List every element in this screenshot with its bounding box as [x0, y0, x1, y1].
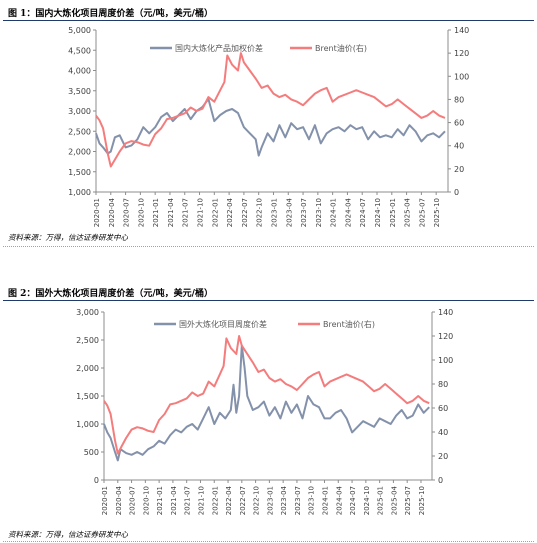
x-axis-tick-label: 2021-01 [152, 198, 160, 227]
x-axis-tick-label: 2023-04 [285, 197, 293, 227]
x-axis-tick-label: 2022-04 [225, 485, 233, 515]
x-axis-tick-label: 2022-10 [256, 198, 264, 227]
spread-series-line [95, 97, 446, 157]
right-axis-tick-label: 40 [454, 142, 464, 151]
figure-2-title: 图 2：国外大炼化项目周度价差（元/吨，美元/桶） [8, 289, 213, 299]
brent-series-line [103, 335, 430, 455]
x-axis-tick-label: 2021-07 [182, 198, 190, 227]
x-axis-tick-label: 2022-10 [253, 486, 261, 515]
legend-brent-label: Brent油价(右) [323, 319, 375, 329]
x-axis-tick-label: 2020-10 [137, 198, 145, 227]
chart-1: 1,000 1,500 2,000 2,500 3,000 3,500 4,000 4,500… [68, 26, 469, 227]
figure-2-title-rule [3, 300, 534, 301]
x-axis-tick-label: 2023-07 [300, 198, 308, 227]
x-axis-tick-label: 2021-07 [184, 486, 192, 515]
figure-2-source: 资料来源：万得，信达证券研发中心 [8, 530, 128, 539]
left-axis-tick-label: 2,500 [68, 127, 91, 136]
x-axis-tick-label: 2023-04 [280, 485, 288, 515]
x-axis-tick-label: 2020-04 [108, 197, 116, 227]
chart-2: 0 500 1,000 1,500 2,000 2,500 3,000 0 20 40 60 80 10… [76, 308, 453, 515]
x-axis-tick-label: 2020-01 [101, 486, 109, 515]
x-axis-tick-label: 2024-10 [374, 198, 382, 227]
right-axis-tick-label: 20 [454, 165, 464, 174]
right-axis-tick-label: 60 [438, 404, 448, 413]
right-axis-tick-label: 100 [454, 72, 469, 81]
right-axis-tick-label: 0 [454, 188, 459, 197]
figure-1-source-rule [3, 246, 534, 247]
legend-spread-label: 国内大炼化产品加权价差 [175, 43, 263, 53]
x-axis-tick-label: 2022-04 [226, 197, 234, 227]
left-axis-tick-label: 2,000 [76, 364, 99, 373]
x-axis-tick-label: 2025-01 [389, 198, 397, 227]
x-axis-tick-label: 2024-01 [330, 198, 338, 227]
left-axis-tick-label: 500 [84, 448, 99, 457]
x-axis-tick-label: 2022-07 [239, 486, 247, 515]
x-axis-tick-label: 2025-10 [433, 198, 441, 227]
right-axis-tick-label: 140 [438, 308, 453, 317]
right-axis-tick-label: 60 [454, 119, 464, 128]
x-axis-tick-label: 2024-01 [322, 486, 330, 515]
right-axis-tick-label: 80 [454, 95, 464, 104]
x-axis-tick-label: 2021-10 [197, 198, 205, 227]
left-axis-tick-label: 5,000 [68, 26, 91, 35]
x-axis-tick-label: 2020-01 [93, 198, 101, 227]
x-axis-tick-label: 2024-10 [363, 486, 371, 515]
right-axis-tick-label: 100 [438, 356, 453, 365]
left-axis-tick-label: 2,500 [76, 336, 99, 345]
figure-1-title-rule [3, 20, 534, 21]
left-axis-tick-label: 1,500 [76, 392, 99, 401]
left-axis-tick-label: 3,000 [68, 107, 91, 116]
x-axis-tick-label: 2024-04 [344, 197, 352, 227]
x-axis-tick-label: 2025-07 [418, 198, 426, 227]
x-axis-tick-label: 2025-04 [390, 485, 398, 515]
right-axis-tick-label: 40 [438, 428, 448, 437]
x-axis-tick-label: 2020-04 [115, 485, 123, 515]
x-axis-tick-label: 2020-07 [129, 486, 137, 515]
figure-1-title: 图 1：国内大炼化项目周度价差（元/吨，美元/桶） [8, 9, 213, 19]
left-axis-tick-label: 0 [94, 476, 99, 485]
x-axis-tick-label: 2023-10 [308, 486, 316, 515]
left-axis-tick-label: 4,000 [68, 67, 91, 76]
x-axis-tick-label: 2023-01 [266, 486, 274, 515]
figure-1-source: 资料来源：万得，信达证券研发中心 [8, 233, 128, 242]
x-axis-tick-label: 2025-04 [404, 197, 412, 227]
x-axis-tick-label: 2022-01 [211, 486, 219, 515]
x-axis-tick-label: 2021-10 [197, 486, 205, 515]
left-axis-tick-label: 1,000 [76, 420, 99, 429]
x-axis-tick-label: 2021-04 [167, 197, 175, 227]
left-axis-tick-label: 4,500 [68, 46, 91, 55]
left-axis-tick-label: 3,500 [68, 87, 91, 96]
x-axis-tick-label: 2024-07 [349, 486, 357, 515]
x-axis-tick-label: 2020-07 [123, 198, 131, 227]
x-axis-tick-label: 2023-10 [315, 198, 323, 227]
right-axis-tick-label: 120 [438, 332, 453, 341]
x-axis-tick-label: 2022-01 [211, 198, 219, 227]
brent-series-line [95, 52, 446, 168]
x-axis-tick-label: 2021-01 [156, 486, 164, 515]
x-axis-tick-label: 2023-07 [294, 486, 302, 515]
right-axis-tick-label: 80 [438, 380, 448, 389]
x-axis-tick-label: 2025-01 [377, 486, 385, 515]
x-axis-tick-label: 2024-04 [335, 485, 343, 515]
legend-brent-label: Brent油价(右) [315, 43, 367, 53]
x-axis-tick-label: 2025-07 [404, 486, 412, 515]
x-axis-tick-label: 2023-01 [270, 198, 278, 227]
left-axis-tick-label: 1,500 [68, 168, 91, 177]
x-axis-tick-label: 2021-04 [170, 485, 178, 515]
legend-spread-label: 国外大炼化项目周度价差 [179, 319, 267, 329]
right-axis-tick-label: 140 [454, 26, 469, 35]
left-axis-tick-label: 3,000 [76, 308, 99, 317]
left-axis-tick-label: 2,000 [68, 148, 91, 157]
right-axis-tick-label: 20 [438, 452, 448, 461]
right-axis-tick-label: 120 [454, 49, 469, 58]
right-axis-tick-label: 0 [438, 476, 443, 485]
figure-2-source-rule [3, 541, 534, 542]
x-axis-tick-label: 2025-10 [418, 486, 426, 515]
x-axis-tick-label: 2022-07 [241, 198, 249, 227]
x-axis-tick-label: 2020-10 [142, 486, 150, 515]
spread-series-line [103, 344, 430, 462]
left-axis-tick-label: 1,000 [68, 188, 91, 197]
x-axis-tick-label: 2024-07 [359, 198, 367, 227]
